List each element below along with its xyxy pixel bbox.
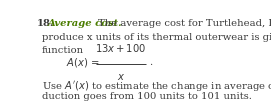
Text: $A(x)\,=$: $A(x)\,=$: [66, 56, 101, 69]
Text: .: .: [149, 58, 152, 67]
Text: function: function: [42, 46, 84, 55]
Text: 18.: 18.: [36, 19, 54, 28]
Text: $x$: $x$: [117, 72, 125, 82]
Text: produce x units of its thermal outerwear is given by the: produce x units of its thermal outerwear…: [42, 33, 271, 42]
Text: The average cost for Turtlehead, Inc., to: The average cost for Turtlehead, Inc., t…: [98, 19, 271, 28]
Text: Average cost.: Average cost.: [48, 19, 123, 28]
Text: $13x + 100$: $13x + 100$: [95, 42, 147, 54]
Text: duction goes from 100 units to 101 units.: duction goes from 100 units to 101 units…: [42, 92, 252, 101]
Text: Use $A'(x)$ to estimate the change in average cost as pro-: Use $A'(x)$ to estimate the change in av…: [42, 79, 271, 93]
